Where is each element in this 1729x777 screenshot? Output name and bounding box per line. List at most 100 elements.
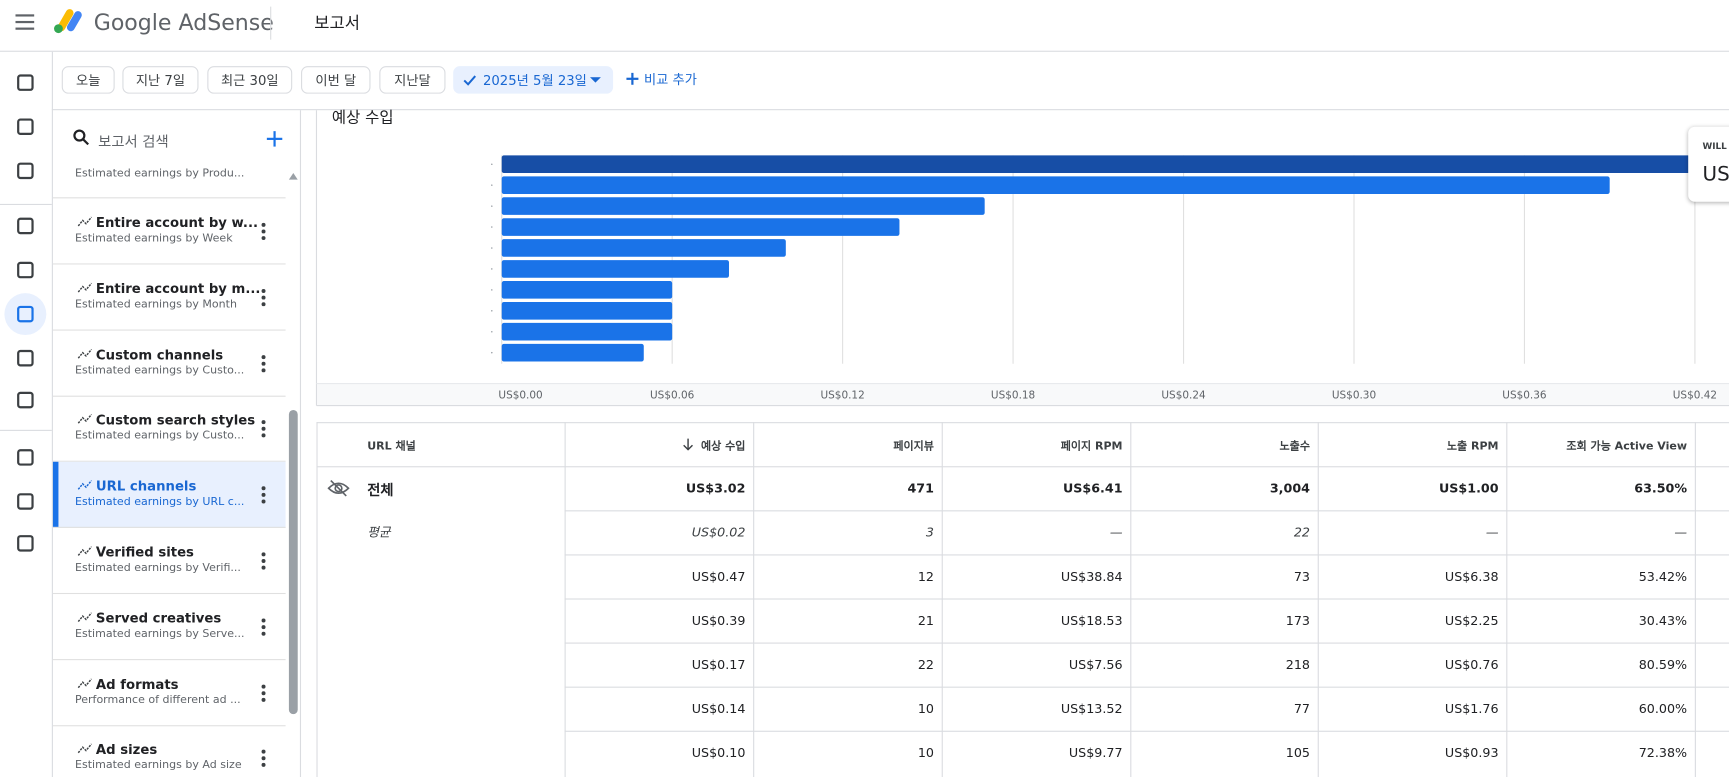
report-item[interactable]: Verified sites Estimated earnings by Veri…	[52, 528, 286, 595]
table-cell: 53.42%	[1638, 568, 1688, 585]
x-tick-label: US$0.00	[498, 390, 542, 402]
table-cell: US$2.25	[1444, 612, 1499, 629]
report-subtitle: Estimated earnings by Serve...	[74, 627, 245, 641]
scrollbar-thumb[interactable]	[288, 409, 298, 715]
add-compare[interactable]: 비교 추가	[626, 69, 697, 88]
header-separator	[270, 6, 272, 40]
more-menu[interactable]	[258, 616, 269, 638]
column-header[interactable]: 노출 RPM	[1446, 440, 1499, 453]
table-cell: US$1.00	[1438, 480, 1499, 496]
add-report-icon[interactable]	[266, 130, 284, 148]
category-dot	[491, 330, 493, 333]
table-border	[316, 422, 318, 777]
table-cell: US$13.52	[1060, 700, 1123, 717]
more-menu[interactable]	[258, 748, 269, 770]
category-dot	[491, 351, 493, 354]
menu-icon[interactable]	[15, 13, 35, 31]
report-subtitle: Estimated earnings by Custo...	[74, 364, 245, 377]
more-menu[interactable]	[258, 682, 269, 704]
more-menu[interactable]	[258, 484, 269, 506]
column-header[interactable]: 페이지 RPM	[1060, 440, 1123, 453]
rail-icon[interactable]	[15, 161, 35, 181]
rail-icon[interactable]	[15, 304, 35, 324]
product-name: Google AdSense	[93, 8, 274, 36]
date-chip[interactable]: 2025년 5월 23일	[453, 66, 614, 94]
rail-icon[interactable]	[15, 447, 35, 467]
dropdown-icon	[589, 77, 601, 83]
sidebar-border	[299, 110, 302, 777]
bar	[501, 197, 985, 215]
scroll-up[interactable]	[288, 172, 299, 181]
column-header[interactable]: 노출수	[1279, 440, 1310, 453]
bar	[501, 176, 1610, 194]
more-menu[interactable]	[258, 220, 269, 242]
report-item[interactable]: Entire account by m... Estimated earnings…	[52, 264, 286, 331]
rail-icon[interactable]	[15, 117, 35, 137]
table-cell: US$18.53	[1060, 612, 1123, 629]
rail-divider	[0, 203, 52, 205]
more-menu[interactable]	[258, 418, 269, 440]
table-cell: US$0.14	[691, 700, 746, 717]
header-divider	[0, 50, 1729, 52]
row-label: 평균	[367, 524, 391, 541]
sort-arrow	[683, 438, 693, 451]
table-cell: US$3.02	[685, 480, 746, 496]
x-tick-label: US$0.30	[1332, 390, 1376, 402]
table-cell: US$1.76	[1444, 700, 1499, 717]
more-menu[interactable]	[258, 550, 269, 572]
category-dot	[491, 184, 493, 186]
report-subtitle: Estimated earnings by Week	[74, 232, 233, 245]
hide-total-icon[interactable]	[327, 479, 350, 497]
report-subtitle: Performance of different ad ...	[74, 693, 241, 707]
partial-report-item[interactable]: Estimated earnings by Produ...	[52, 167, 286, 199]
table-cell: 12	[917, 568, 934, 585]
filter-chip[interactable]: 최근 30일	[207, 66, 293, 94]
column-header[interactable]: URL 채널	[367, 440, 416, 453]
column-header[interactable]: 조회 가능 Active View	[1566, 440, 1688, 453]
adsense-logo	[54, 9, 82, 34]
table-cell: US$0.93	[1444, 745, 1499, 761]
rail-icon[interactable]	[15, 216, 35, 236]
x-tick-label: US$0.06	[650, 390, 694, 402]
report-item[interactable]: Custom channels Estimated earnings by Cus…	[52, 330, 286, 397]
search-placeholder[interactable]: 보고서 검색	[98, 134, 169, 151]
rail-icon[interactable]	[15, 73, 35, 93]
x-tick-label: US$0.42	[1673, 390, 1717, 402]
table-cell: US$0.47	[691, 568, 746, 585]
rail-icon[interactable]	[15, 348, 35, 368]
report-item[interactable]: Served creatives Estimated earnings by Se…	[52, 594, 286, 660]
filter-chip[interactable]: 지난달	[379, 66, 446, 94]
report-item[interactable]: Ad formats Performance of different ad ..…	[52, 660, 286, 726]
filter-chip[interactable]: 이번 달	[301, 66, 371, 94]
report-item[interactable]: Entire account by w... Estimated earnings…	[52, 198, 286, 265]
report-subtitle: Estimated earnings by Produ...	[74, 167, 245, 180]
report-title: Custom channels	[95, 346, 224, 363]
table-cell: 3,004	[1269, 480, 1310, 496]
column-header[interactable]: 예상 수입	[700, 440, 746, 453]
filter-chip[interactable]: 오늘	[61, 66, 115, 94]
more-menu[interactable]	[258, 352, 269, 374]
rail-selected-bg	[4, 293, 47, 336]
report-subtitle: Estimated earnings by Verifi...	[74, 562, 241, 575]
bar	[501, 343, 644, 362]
report-item[interactable]: Custom search styles Estimated earnings b…	[52, 396, 286, 463]
filter-chip[interactable]: 지난 7일	[122, 66, 199, 94]
column-header[interactable]: 페이지뷰	[893, 440, 934, 453]
bar	[501, 281, 673, 299]
report-item[interactable]: Ad sizes Estimated earnings by Ad size	[53, 726, 286, 777]
rail-divider	[0, 429, 52, 431]
more-menu[interactable]	[258, 286, 269, 308]
report-item[interactable]: URL channels Estimated earnings by URL c.…	[52, 461, 286, 529]
rail-icon[interactable]	[15, 492, 35, 512]
search-icon	[73, 129, 89, 146]
column-divider	[564, 422, 566, 777]
report-subtitle: Estimated earnings by Month	[74, 298, 237, 311]
bar	[501, 260, 729, 278]
table-cell: 22	[1293, 524, 1310, 541]
rail-icon[interactable]	[15, 390, 35, 410]
rail-icon[interactable]	[15, 533, 35, 553]
chart-title: 예상 수입	[332, 108, 394, 126]
rail-icon[interactable]	[15, 260, 35, 280]
